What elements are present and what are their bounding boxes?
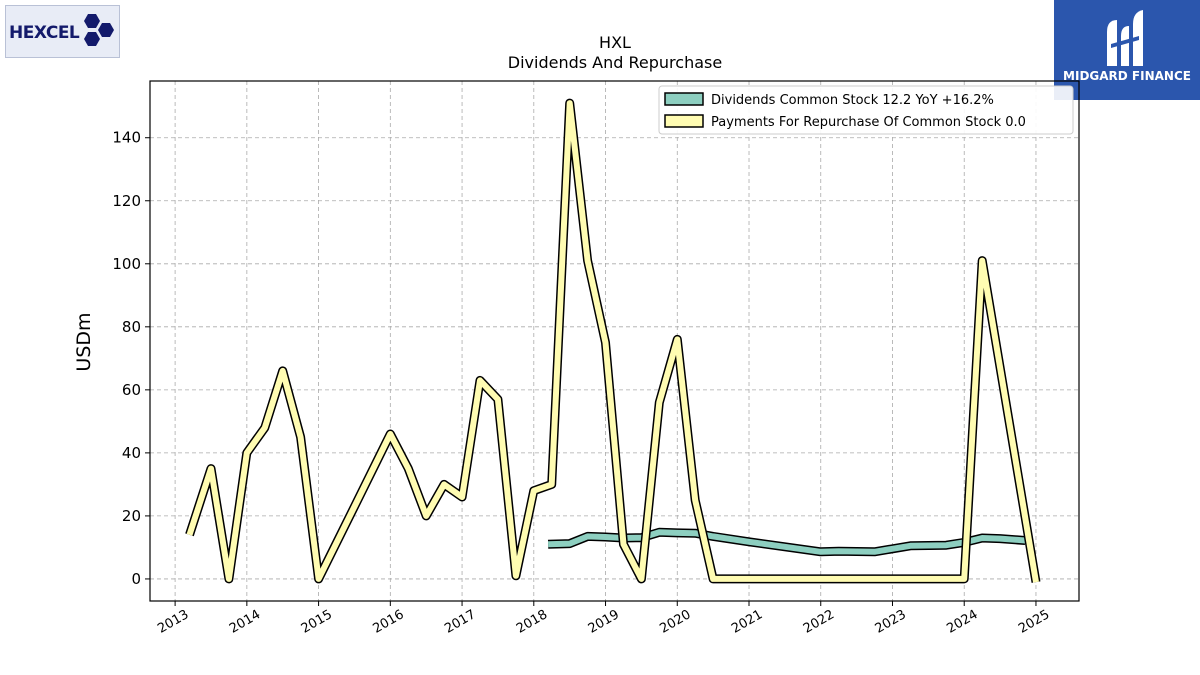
x-tick-label: 2022 [801, 607, 837, 637]
legend-swatch-dividends [664, 92, 704, 106]
midgard-emblem-icon [1107, 10, 1143, 66]
legend-label-dividends: Dividends Common Stock 12.2 YoY +16.2% [711, 93, 994, 108]
plot-frame [149, 80, 1080, 602]
midgard-finance-logo-text: MIDGARD FINANCE [1063, 69, 1191, 83]
y-tick-label: 140 [112, 129, 141, 147]
x-tick-label: 2019 [586, 607, 622, 637]
hexcel-logo-text: HEXCEL [9, 23, 80, 43]
series-1-outline [185, 98, 1041, 584]
series-layer [185, 98, 1041, 584]
y-tick-label: 80 [122, 318, 141, 336]
y-tick-label: 100 [112, 255, 141, 273]
y-tick-label: 40 [122, 444, 141, 462]
x-tick-label: 2021 [729, 607, 765, 637]
x-tick-label: 2024 [944, 607, 980, 637]
y-axis-label: USDm [73, 312, 95, 371]
legend-box [658, 85, 1074, 135]
x-tick-label: 2025 [1016, 607, 1052, 637]
series-0-line [548, 529, 1026, 555]
legend-label-repurchase: Payments For Repurchase Of Common Stock … [711, 115, 1026, 130]
legend: Dividends Common Stock 12.2 YoY +16.2% P… [658, 85, 1074, 135]
y-tick-label: 0 [131, 570, 141, 588]
chart-subtitle: Dividends And Repurchase [508, 53, 722, 72]
hexagon-cluster-icon [84, 14, 114, 46]
x-tick-label: 2013 [155, 607, 191, 637]
y-tick-label: 120 [112, 192, 141, 210]
grid [150, 81, 1079, 601]
hexcel-logo: HEXCEL [5, 5, 120, 58]
legend-swatch-repurchase [664, 114, 704, 128]
x-tick-label: 2015 [299, 607, 335, 637]
midgard-finance-logo: MIDGARD FINANCE [1054, 0, 1200, 100]
x-tick-label: 2014 [227, 607, 263, 637]
chart-title: HXL [599, 33, 631, 52]
y-tick-label: 60 [122, 381, 141, 399]
x-tick-label: 2023 [873, 607, 909, 637]
x-tick-label: 2017 [442, 607, 478, 637]
x-tick-label: 2018 [514, 607, 550, 637]
y-tick-label: 20 [122, 507, 141, 525]
x-tick-label: 2016 [370, 607, 406, 637]
x-tick-label: 2020 [657, 607, 693, 637]
series-1-line [186, 100, 1039, 583]
